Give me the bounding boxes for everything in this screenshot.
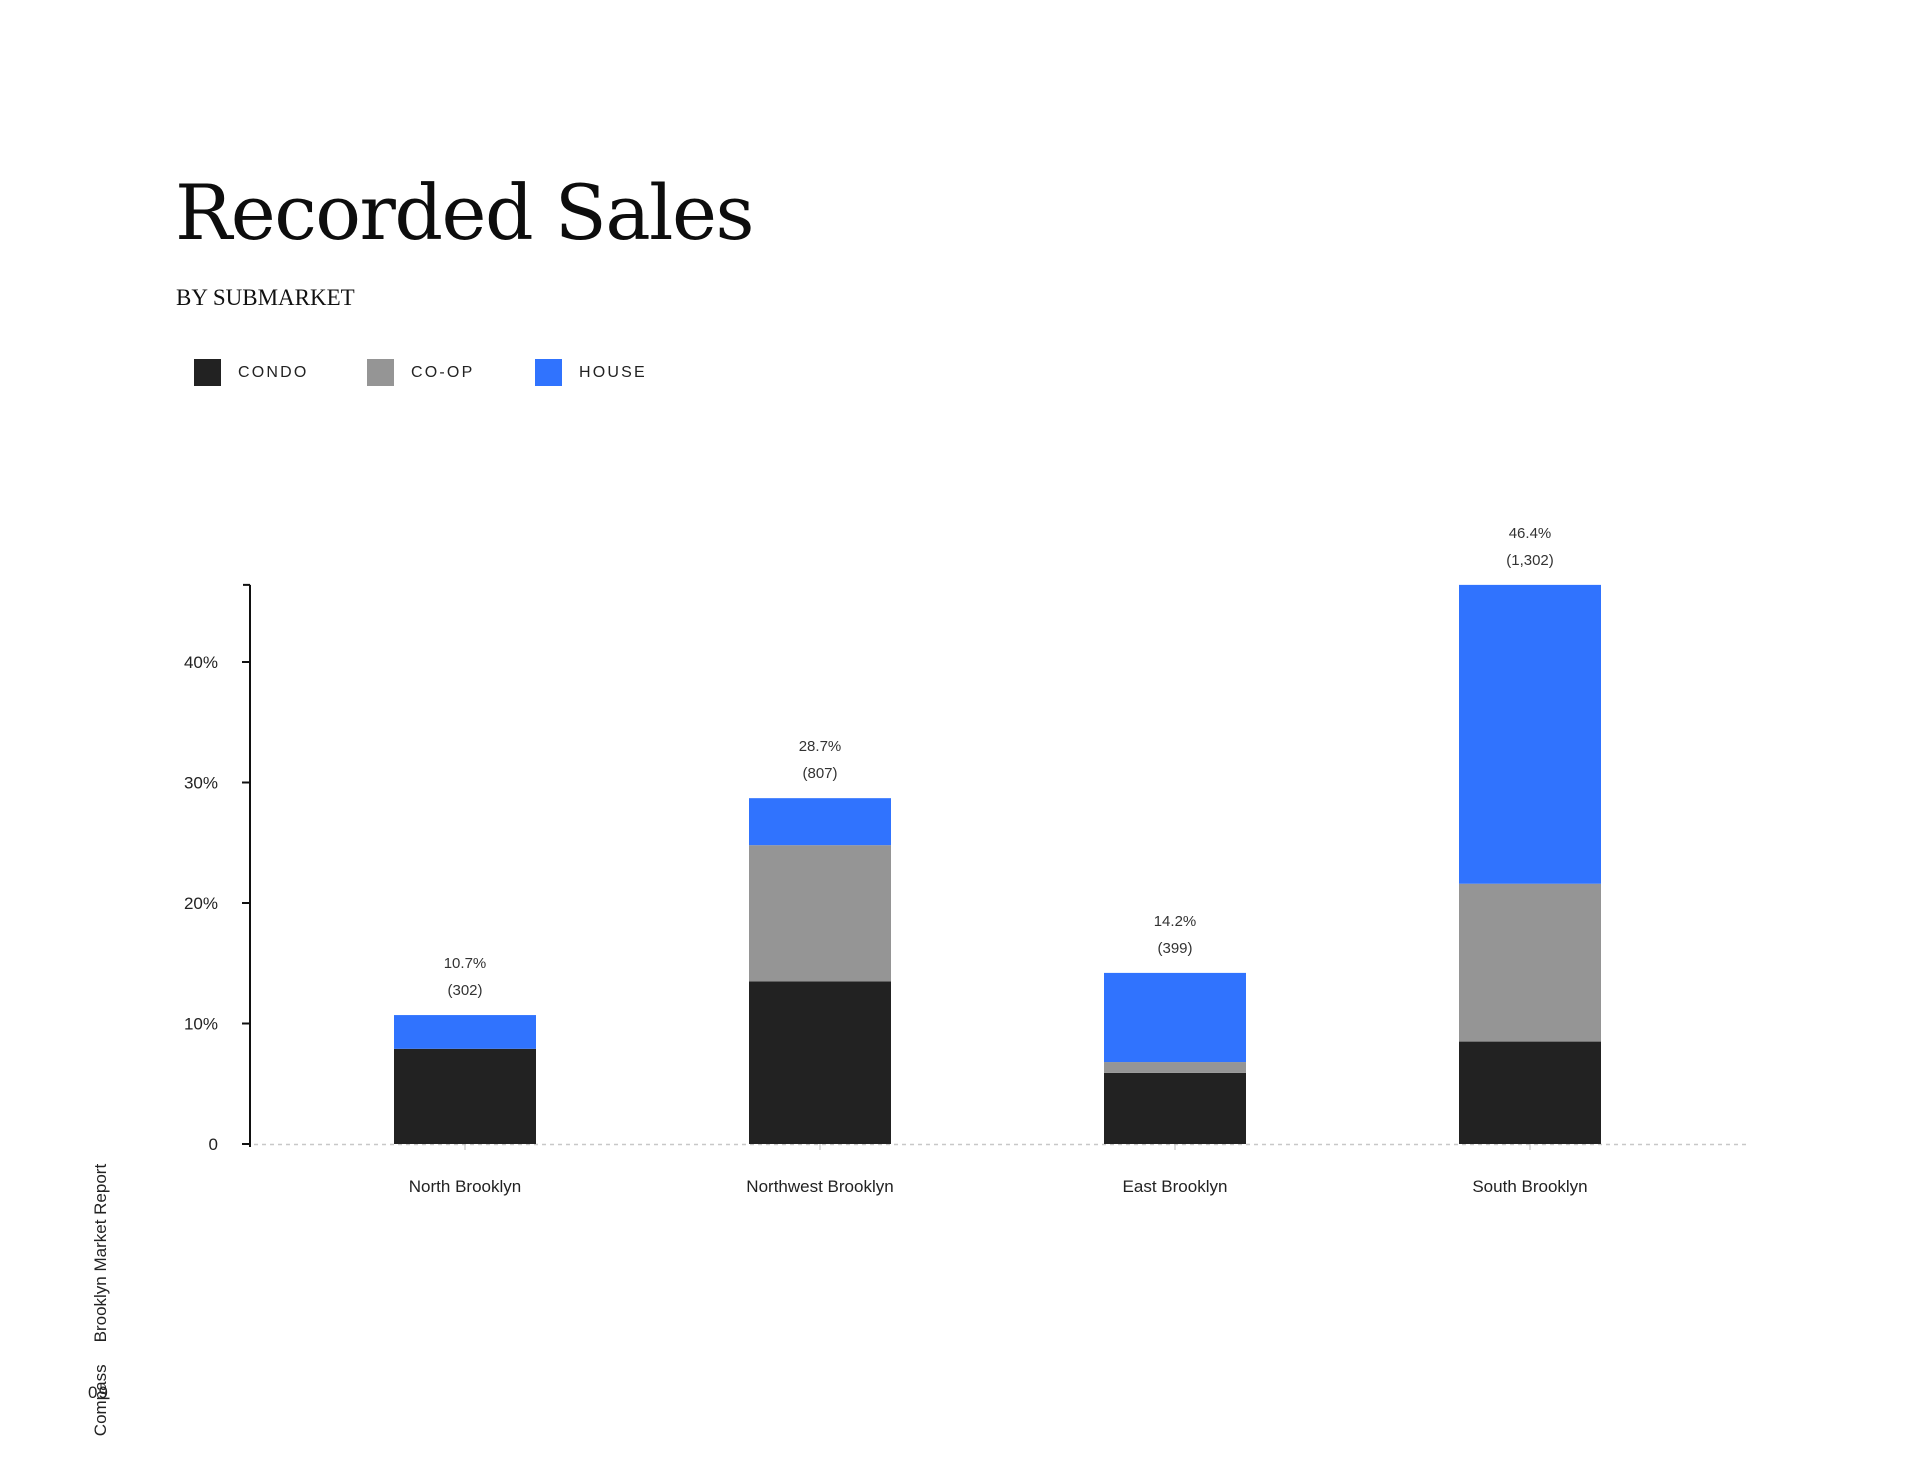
y-tick-label-40: 40%: [184, 653, 218, 672]
total-percent-east-brooklyn: 14.2%: [1154, 913, 1197, 930]
y-tick-label-10: 10%: [184, 1015, 218, 1034]
total-count-north-brooklyn: (302): [447, 982, 482, 999]
bar-east-brooklyn-condo: [1104, 1072, 1246, 1144]
y-tick-label-20: 20%: [184, 894, 218, 913]
page-subtitle: BY SUBMARKET: [176, 285, 355, 310]
legend-label-condo: CONDO: [238, 364, 309, 381]
x-tick-label-northwest-brooklyn: Northwest Brooklyn: [746, 1177, 893, 1196]
bar-northwest-brooklyn-co-op: [749, 845, 891, 982]
total-count-east-brooklyn: (399): [1157, 940, 1192, 957]
x-tick-label-south-brooklyn: South Brooklyn: [1472, 1177, 1587, 1196]
bar-north-brooklyn-condo: [394, 1048, 536, 1144]
x-tick-label-north-brooklyn: North Brooklyn: [409, 1177, 521, 1196]
footer-report-name: Brooklyn Market Report: [91, 1163, 110, 1343]
x-tick-label-east-brooklyn: East Brooklyn: [1123, 1177, 1228, 1196]
legend-swatch-house: [535, 359, 562, 386]
bar-northwest-brooklyn-house: [749, 798, 891, 846]
page-title: Recorded Sales: [175, 168, 754, 257]
page-number: 09: [88, 1383, 109, 1402]
total-count-south-brooklyn: (1,302): [1506, 552, 1554, 569]
bar-northwest-brooklyn-condo: [749, 981, 891, 1144]
legend-swatch-condo: [194, 359, 221, 386]
legend-label-house: HOUSE: [579, 364, 647, 381]
bar-south-brooklyn-house: [1459, 584, 1601, 884]
legend-label-co-op: CO-OP: [411, 364, 475, 381]
legend-swatch-co-op: [367, 359, 394, 386]
bar-east-brooklyn-house: [1104, 972, 1246, 1063]
y-tick-label-30: 30%: [184, 774, 218, 793]
y-tick-label-0: 0: [209, 1135, 218, 1154]
bar-south-brooklyn-co-op: [1459, 883, 1601, 1042]
bar-east-brooklyn-co-op: [1104, 1062, 1246, 1073]
total-percent-north-brooklyn: 10.7%: [444, 955, 487, 972]
total-percent-south-brooklyn: 46.4%: [1509, 525, 1552, 542]
total-count-northwest-brooklyn: (807): [802, 765, 837, 782]
total-percent-northwest-brooklyn: 28.7%: [799, 738, 842, 755]
bar-south-brooklyn-condo: [1459, 1041, 1601, 1144]
bar-north-brooklyn-house: [394, 1015, 536, 1049]
